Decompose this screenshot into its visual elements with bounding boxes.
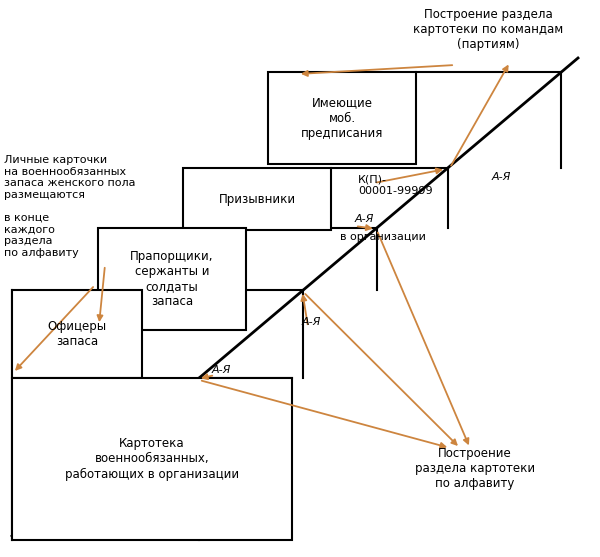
Text: Прапорщики,
сержанты и
солдаты
запаса: Прапорщики, сержанты и солдаты запаса [130,250,214,308]
Text: А-Я: А-Я [302,317,322,327]
Text: К(П)-
00001-99999: К(П)- 00001-99999 [358,174,433,196]
Text: А-Я: А-Я [212,365,232,375]
Bar [12,290,142,378]
Text: Офицеры
запаса: Офицеры запаса [47,320,107,348]
Bar [12,378,292,540]
Bar [98,228,246,330]
Bar [183,168,331,230]
Text: Личные карточки
на военнообязанных
запаса женского пола
размещаются

в конце
каж: Личные карточки на военнообязанных запас… [4,155,136,258]
Text: А-Я: А-Я [355,214,374,224]
Text: Имеющие
моб.
предписания: Имеющие моб. предписания [301,96,383,139]
Text: А-Я: А-Я [492,172,511,182]
Text: Построение раздела
картотеки по командам
(партиям): Построение раздела картотеки по командам… [413,8,563,51]
Text: в организации: в организации [340,232,426,242]
Text: Картотека
военнообязанных,
работающих в организации: Картотека военнообязанных, работающих в … [65,437,239,481]
Text: Призывники: Призывники [218,193,296,206]
Bar [268,72,416,164]
Text: Построение
раздела картотеки
по алфавиту: Построение раздела картотеки по алфавиту [415,447,535,490]
